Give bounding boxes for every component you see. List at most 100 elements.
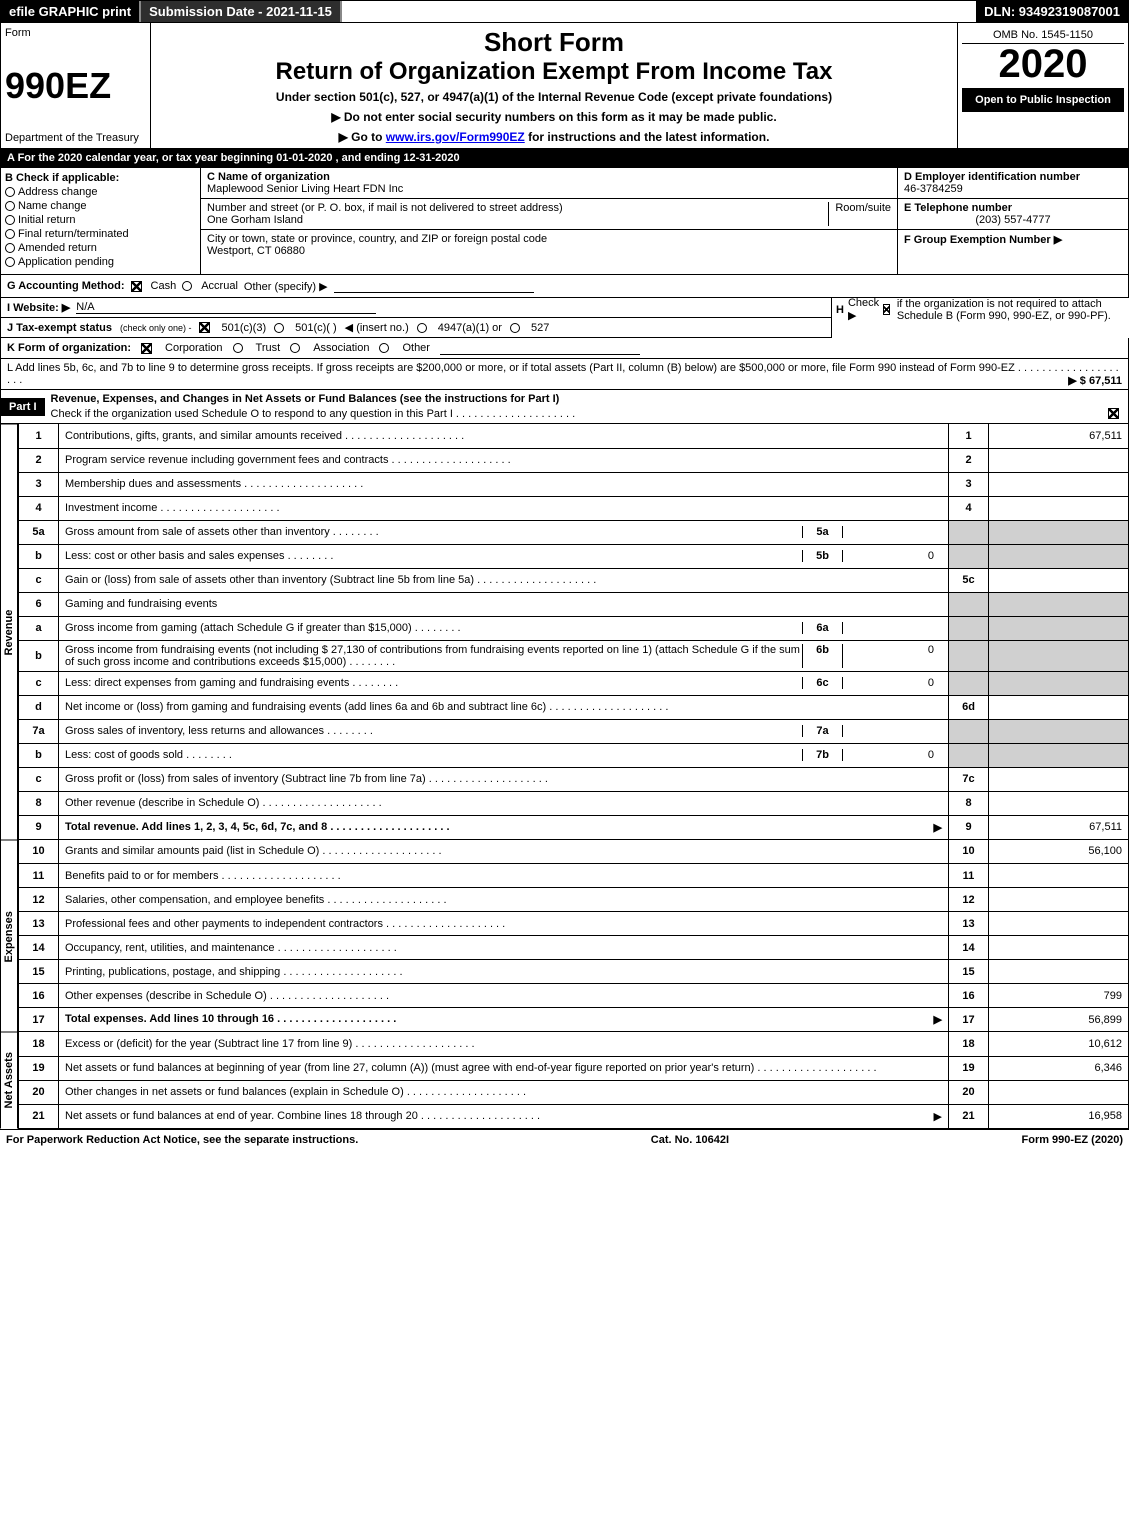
- value-cell: [989, 568, 1129, 592]
- value-cell: 56,100: [989, 840, 1129, 864]
- goto-prefix: ▶ Go to: [339, 130, 386, 144]
- k-label: K Form of organization:: [7, 342, 131, 354]
- chk-accrual[interactable]: [182, 281, 192, 291]
- line-number: 5a: [19, 520, 59, 544]
- table-row: bGross income from fundraising events (n…: [19, 640, 1129, 671]
- value-cell: [989, 767, 1129, 791]
- mini-col: [949, 616, 989, 640]
- line-number: 10: [19, 840, 59, 864]
- chk-final-return[interactable]: Final return/terminated: [5, 228, 196, 240]
- table-row: 7aGross sales of inventory, less returns…: [19, 719, 1129, 743]
- row-i: I Website: ▶ N/A: [0, 298, 832, 318]
- inner-value: [842, 526, 942, 538]
- value-cell: [989, 1080, 1129, 1104]
- line-number: c: [19, 671, 59, 695]
- l-amount: ▶ $ 67,511: [1068, 374, 1122, 387]
- line-desc: Excess or (deficit) for the year (Subtra…: [59, 1032, 949, 1056]
- line-desc: Net income or (loss) from gaming and fun…: [59, 695, 949, 719]
- table-row: 16Other expenses (describe in Schedule O…: [19, 984, 1129, 1008]
- table-row: 8Other revenue (describe in Schedule O)8: [19, 791, 1129, 815]
- line-desc: Gross income from gaming (attach Schedul…: [59, 616, 949, 640]
- line-desc: Contributions, gifts, grants, and simila…: [59, 424, 949, 448]
- l-text: L Add lines 5b, 6c, and 7b to line 9 to …: [7, 362, 1015, 374]
- part1-header: Part I Revenue, Expenses, and Changes in…: [0, 390, 1129, 424]
- line-number: 9: [19, 815, 59, 839]
- line-number: 14: [19, 936, 59, 960]
- mini-col: [949, 640, 989, 671]
- line-desc: Gross sales of inventory, less returns a…: [59, 719, 949, 743]
- line-desc: Printing, publications, postage, and shi…: [59, 960, 949, 984]
- line-desc: Occupancy, rent, utilities, and maintena…: [59, 936, 949, 960]
- line-desc: Investment income: [59, 496, 949, 520]
- chk-501c[interactable]: [274, 323, 284, 333]
- efile-print[interactable]: efile GRAPHIC print: [1, 1, 139, 22]
- right-cell: OMB No. 1545-1150 2020 Open to Public In…: [958, 23, 1128, 148]
- tax-year: 2020: [962, 44, 1124, 84]
- line-number: 18: [19, 1032, 59, 1056]
- value-cell: [989, 592, 1129, 616]
- box-b-title: B Check if applicable:: [5, 172, 196, 184]
- table-row: 19Net assets or fund balances at beginni…: [19, 1056, 1129, 1080]
- mini-col: 21: [949, 1104, 989, 1128]
- title-cell: Short Form Return of Organization Exempt…: [151, 23, 958, 148]
- row-k: K Form of organization: Corporation Trus…: [0, 338, 1129, 359]
- value-cell: 10,612: [989, 1032, 1129, 1056]
- chk-association[interactable]: [290, 343, 300, 353]
- inner-line-no: 6c: [802, 677, 842, 689]
- street-label: Number and street (or P. O. box, if mail…: [207, 202, 822, 214]
- chk-other-org[interactable]: [379, 343, 389, 353]
- other-org-line[interactable]: [440, 341, 640, 355]
- phone-value: (203) 557-4777: [904, 214, 1122, 226]
- table-row: 5aGross amount from sale of assets other…: [19, 520, 1129, 544]
- value-cell: [989, 791, 1129, 815]
- chk-amended-return[interactable]: Amended return: [5, 242, 196, 254]
- value-cell: [989, 671, 1129, 695]
- line-number: c: [19, 568, 59, 592]
- table-row: 21Net assets or fund balances at end of …: [19, 1104, 1129, 1128]
- e-label: E Telephone number: [904, 202, 1122, 214]
- line-number: 12: [19, 888, 59, 912]
- chk-initial-return[interactable]: Initial return: [5, 214, 196, 226]
- line-desc: Total expenses. Add lines 10 through 16 …: [59, 1008, 949, 1032]
- mini-col: 18: [949, 1032, 989, 1056]
- no-ssn-note: ▶ Do not enter social security numbers o…: [155, 110, 953, 124]
- room-label: Room/suite: [828, 202, 891, 226]
- value-cell: [989, 743, 1129, 767]
- chk-part1-scho[interactable]: [1108, 408, 1119, 419]
- chk-cash[interactable]: [131, 281, 142, 292]
- chk-trust[interactable]: [233, 343, 243, 353]
- expenses-side-label: Expenses: [0, 840, 18, 1033]
- chk-application-pending[interactable]: Application pending: [5, 256, 196, 268]
- chk-corporation[interactable]: [141, 343, 152, 354]
- org-grid: B Check if applicable: Address change Na…: [0, 168, 1129, 275]
- line-desc: Gain or (loss) from sale of assets other…: [59, 568, 949, 592]
- netassets-table: 18Excess or (deficit) for the year (Subt…: [18, 1032, 1129, 1129]
- form-number: 990EZ: [5, 65, 146, 107]
- mini-col: 7c: [949, 767, 989, 791]
- other-specify-line[interactable]: [334, 279, 534, 293]
- mini-col: [949, 743, 989, 767]
- f-label: F Group Exemption Number ▶: [904, 233, 1122, 246]
- chk-501c3[interactable]: [199, 322, 210, 333]
- table-row: 20Other changes in net assets or fund ba…: [19, 1080, 1129, 1104]
- line-number: 6: [19, 592, 59, 616]
- line-number: b: [19, 743, 59, 767]
- chk-4947[interactable]: [417, 323, 427, 333]
- inner-line-no: 5b: [802, 550, 842, 562]
- inner-value: [842, 622, 942, 634]
- inner-value: 0: [842, 677, 942, 689]
- line-number: b: [19, 544, 59, 568]
- chk-527[interactable]: [510, 323, 520, 333]
- goto-link[interactable]: www.irs.gov/Form990EZ: [386, 130, 525, 144]
- line-number: 4: [19, 496, 59, 520]
- chk-address-change[interactable]: Address change: [5, 186, 196, 198]
- table-row: 17Total expenses. Add lines 10 through 1…: [19, 1008, 1129, 1032]
- chk-name-change[interactable]: Name change: [5, 200, 196, 212]
- row-l: L Add lines 5b, 6c, and 7b to line 9 to …: [0, 359, 1129, 390]
- inner-value: 0: [842, 550, 942, 562]
- mini-col: [949, 719, 989, 743]
- chk-h[interactable]: [883, 304, 890, 315]
- table-row: aGross income from gaming (attach Schedu…: [19, 616, 1129, 640]
- d-label: D Employer identification number: [904, 171, 1122, 183]
- value-cell: [989, 496, 1129, 520]
